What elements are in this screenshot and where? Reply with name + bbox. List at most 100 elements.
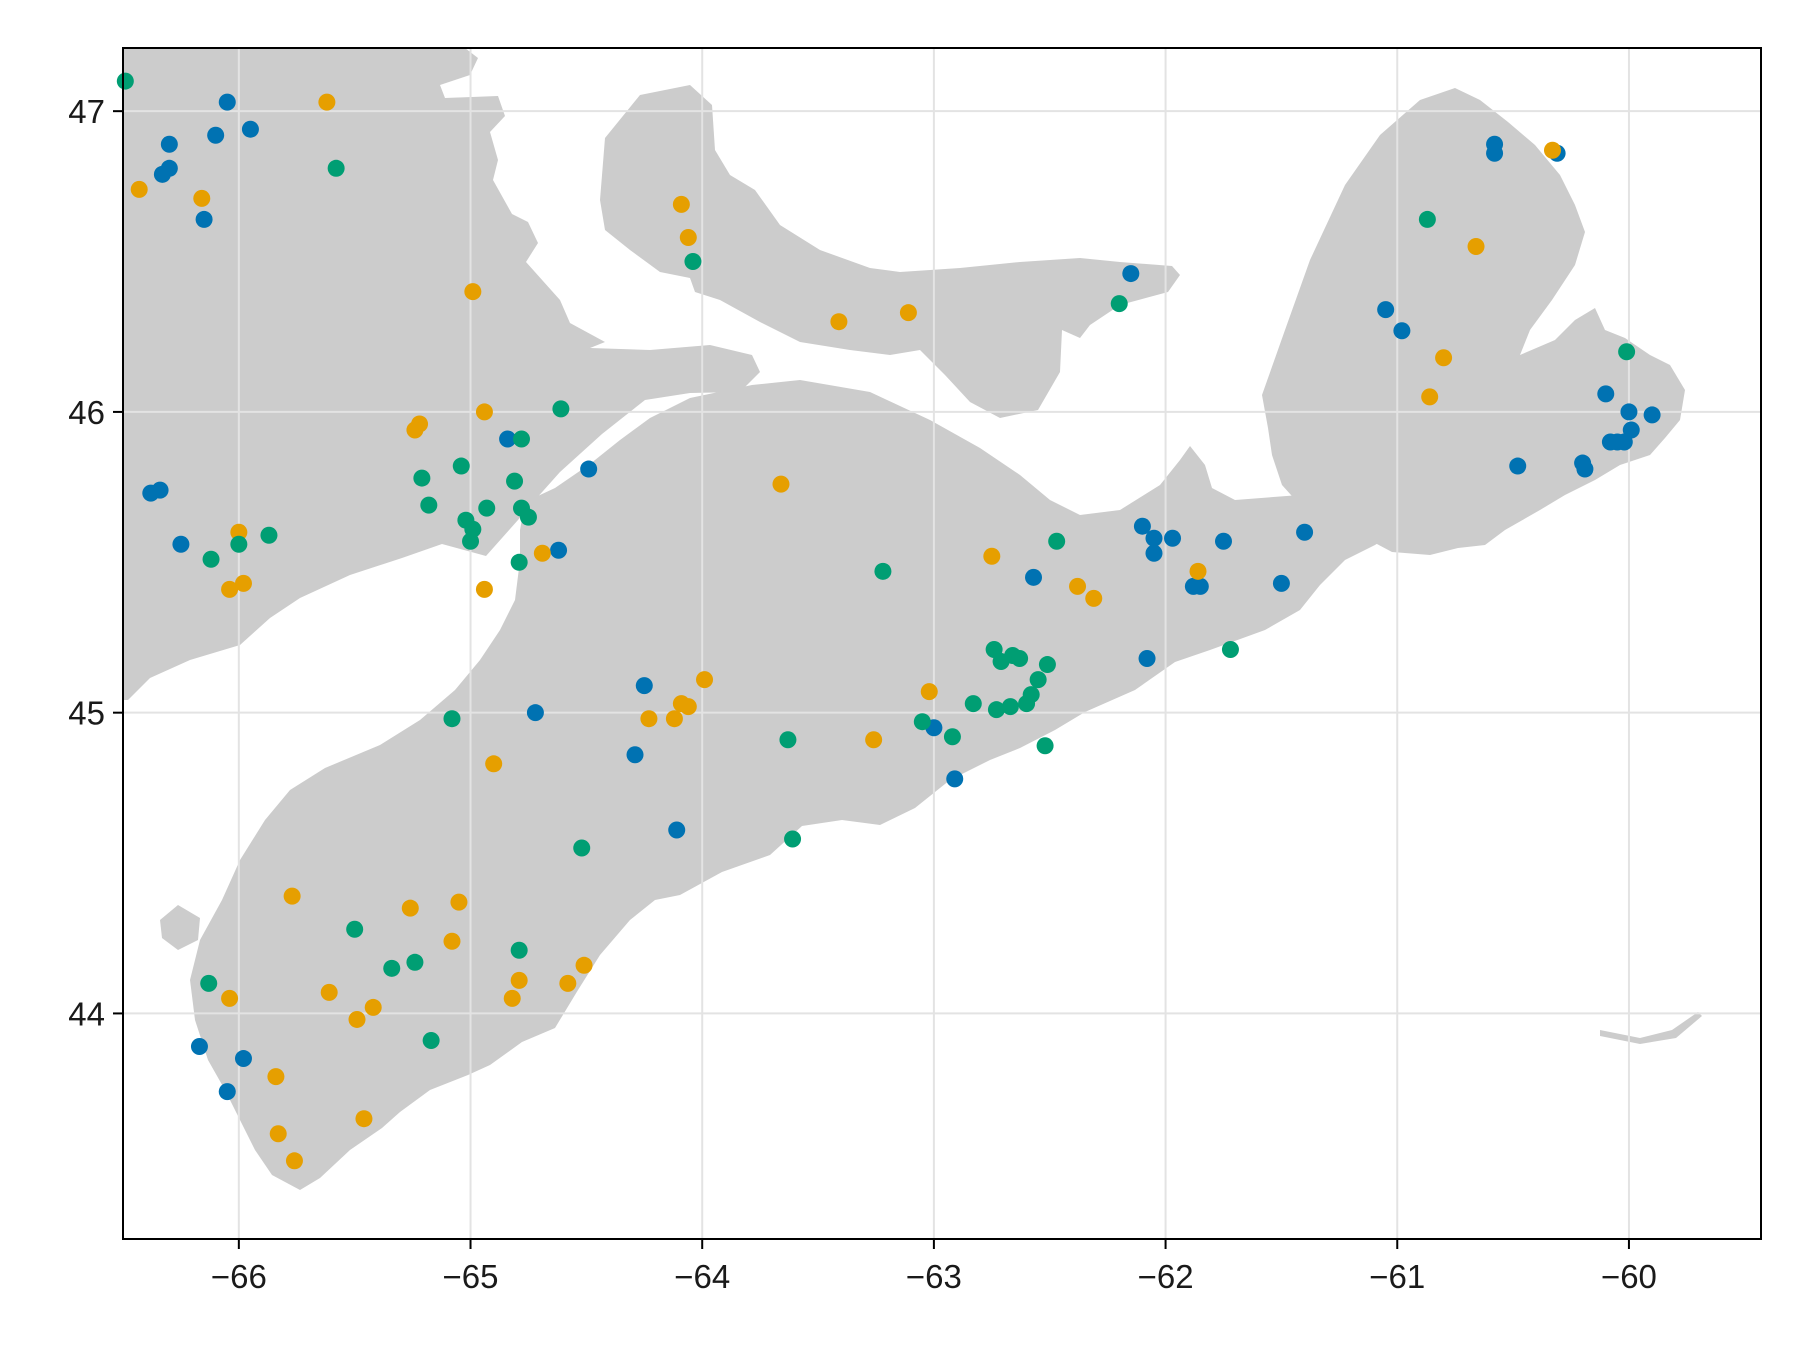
data-point-series-1	[160, 159, 178, 177]
plot-frame	[122, 47, 1762, 1240]
data-point-series-3	[462, 532, 480, 550]
data-points	[116, 72, 1661, 1170]
data-point-series-3	[443, 710, 461, 728]
data-point-series-1	[160, 135, 178, 153]
data-point-series-2	[320, 983, 338, 1001]
data-point-series-3	[510, 553, 528, 571]
data-point-series-1	[172, 535, 190, 553]
data-point-series-3	[420, 496, 438, 514]
data-point-series-2	[772, 475, 790, 493]
data-point-series-2	[401, 899, 419, 917]
data-point-series-2	[899, 304, 917, 322]
data-point-series-2	[679, 698, 697, 716]
data-point-series-2	[672, 195, 690, 213]
data-point-series-3	[1018, 695, 1036, 713]
data-point-series-2	[665, 710, 683, 728]
data-point-series-2	[1467, 238, 1485, 255]
data-point-series-3	[406, 953, 424, 971]
data-point-series-1	[207, 126, 225, 144]
data-point-series-1	[635, 677, 653, 695]
data-point-series-1	[1615, 433, 1633, 451]
data-point-series-1	[1643, 406, 1661, 424]
data-point-series-3	[260, 526, 278, 544]
y-tick-label: 47	[68, 93, 105, 130]
x-tick-label: −61	[1369, 1258, 1425, 1295]
data-point-series-3	[1038, 656, 1056, 674]
data-point-series-1	[1620, 403, 1638, 421]
data-point-series-2	[193, 189, 211, 207]
x-axis: −66 −65 −64 −63 −62 −61 −60	[211, 1239, 1657, 1295]
x-tick-label: −66	[211, 1258, 267, 1295]
data-point-series-2	[1435, 349, 1453, 367]
land-sable-island	[1600, 1012, 1702, 1044]
data-point-series-3	[230, 535, 248, 553]
data-point-series-2	[267, 1068, 285, 1086]
data-point-series-3	[413, 469, 431, 487]
data-point-series-3	[779, 731, 797, 749]
data-point-series-2	[406, 421, 424, 439]
data-point-series-1	[946, 770, 964, 788]
data-point-series-1	[1597, 385, 1615, 403]
data-point-series-3	[1110, 295, 1128, 313]
data-point-series-3	[684, 253, 702, 271]
data-point-series-1	[1145, 544, 1163, 562]
data-point-series-3	[327, 159, 345, 177]
data-point-series-1	[1486, 144, 1504, 162]
data-point-series-3	[943, 728, 961, 746]
data-point-series-1	[1377, 301, 1395, 319]
y-axis: 44 45 46 47	[68, 93, 123, 1032]
land-small-island	[160, 905, 200, 950]
data-point-series-2	[221, 580, 239, 598]
data-point-series-2	[920, 683, 938, 701]
data-point-series-2	[640, 710, 658, 728]
data-point-series-2	[230, 523, 248, 541]
data-point-series-3	[1011, 650, 1029, 668]
data-point-series-3	[1221, 641, 1239, 659]
data-point-series-3	[422, 1032, 440, 1049]
data-point-series-2	[1543, 141, 1561, 159]
data-point-series-2	[443, 932, 461, 950]
x-tick-label: −63	[906, 1258, 962, 1295]
data-point-series-1	[1145, 529, 1163, 547]
data-point-series-1	[234, 1050, 252, 1068]
data-point-series-2	[533, 544, 551, 562]
data-point-series-3	[200, 974, 218, 992]
data-point-series-1	[218, 1083, 236, 1101]
data-point-series-3	[1618, 343, 1636, 361]
data-point-series-1	[190, 1038, 208, 1056]
y-tick-label: 45	[68, 695, 105, 732]
y-tick-label: 44	[68, 995, 105, 1032]
data-point-series-2	[285, 1152, 303, 1170]
data-point-series-2	[234, 574, 252, 592]
data-point-series-3	[510, 941, 528, 959]
data-point-series-1	[526, 704, 544, 722]
data-point-series-3	[519, 508, 537, 526]
data-point-series-2	[559, 974, 577, 992]
data-point-series-2	[696, 671, 714, 689]
data-point-series-2	[503, 989, 521, 1007]
data-point-series-1	[1164, 529, 1182, 547]
data-point-series-1	[1191, 577, 1209, 595]
data-point-series-1	[1393, 322, 1411, 340]
data-point-series-1	[580, 460, 598, 478]
data-point-series-2	[830, 313, 848, 331]
data-point-series-3	[383, 959, 401, 977]
data-point-series-3	[506, 472, 524, 490]
data-point-series-3	[552, 400, 570, 418]
data-point-series-1	[218, 93, 236, 111]
data-point-series-1	[241, 120, 259, 138]
data-point-series-2	[510, 971, 528, 989]
data-point-series-2	[450, 893, 468, 911]
x-tick-label: −65	[443, 1258, 499, 1295]
data-point-series-2	[1421, 388, 1439, 406]
land-pei	[600, 85, 1180, 418]
data-point-series-1	[1272, 574, 1290, 592]
data-point-series-2	[318, 93, 336, 111]
data-point-series-2	[1189, 562, 1207, 580]
data-point-series-3	[987, 701, 1005, 719]
data-point-series-2	[348, 1010, 366, 1028]
data-point-series-2	[679, 228, 697, 246]
data-point-series-1	[1122, 265, 1140, 283]
data-point-series-2	[355, 1110, 373, 1128]
land-new-brunswick	[123, 48, 760, 700]
